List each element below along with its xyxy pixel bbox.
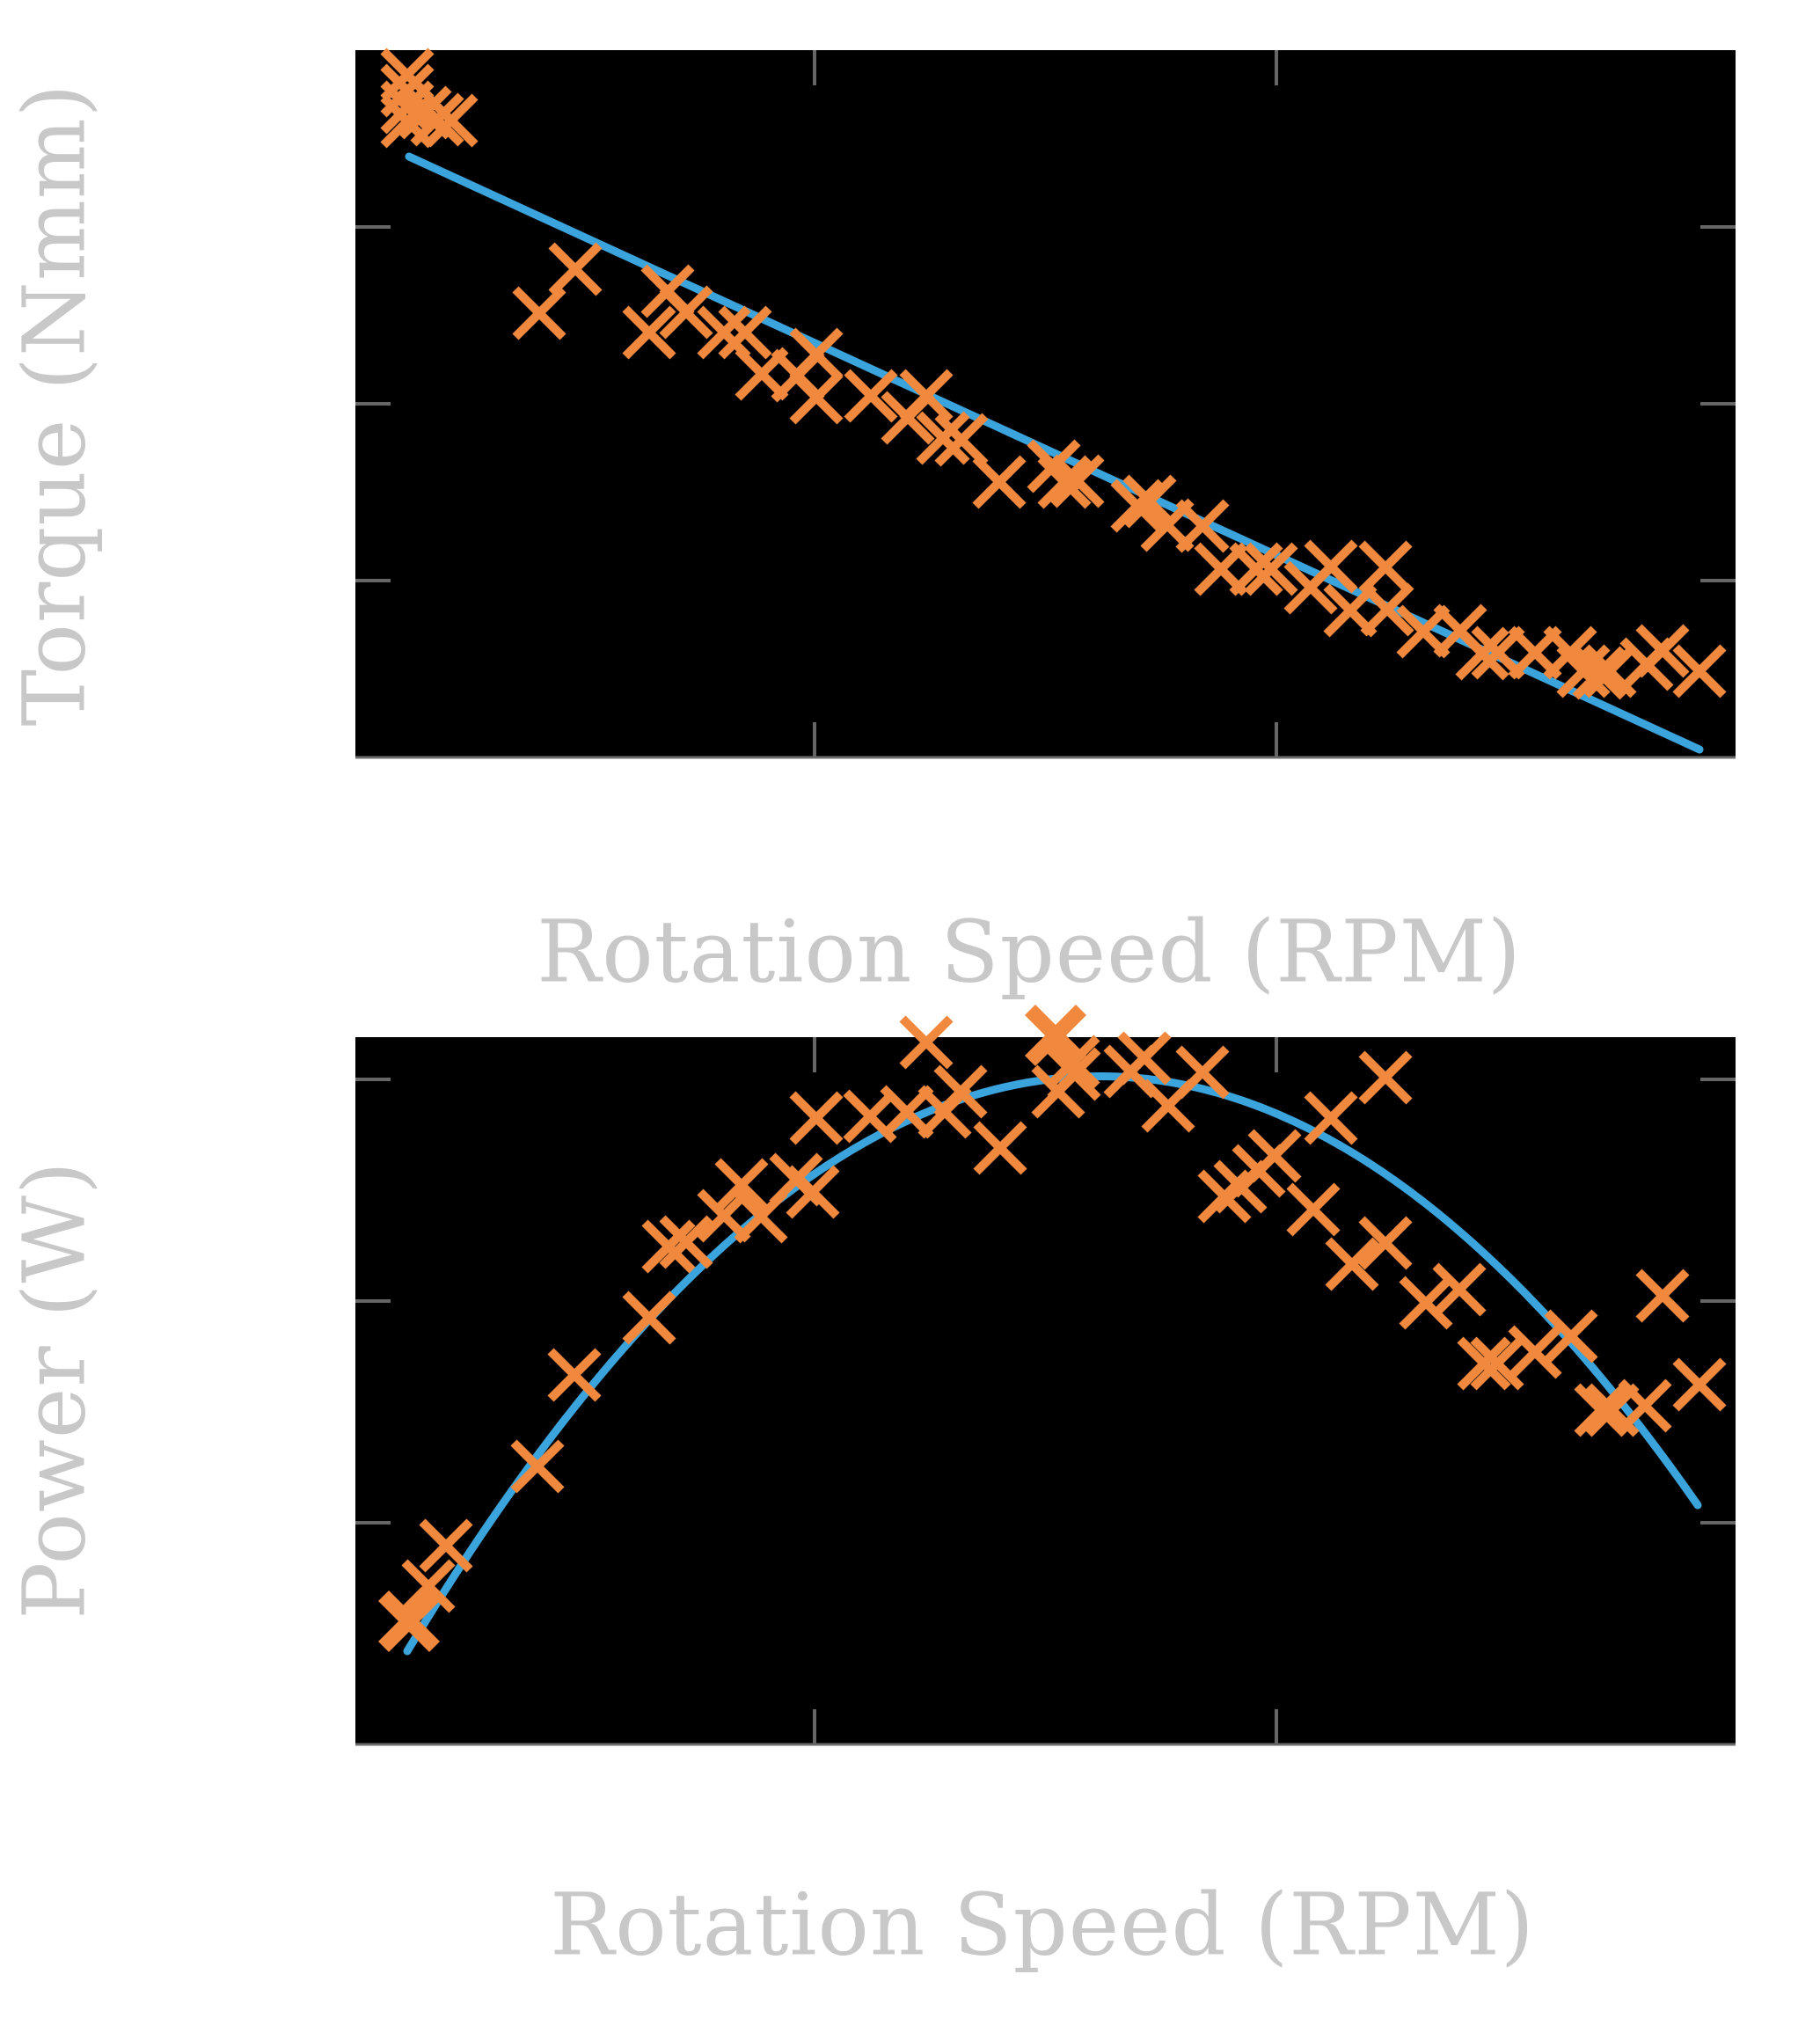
torque-vs-speed-scatter-points	[380, 48, 1727, 700]
bottom-chart-xlabel: Rotation Speed (RPM)	[550, 1875, 1535, 1975]
bottom-chart-ylabel: Power (W)	[4, 1160, 105, 1620]
top-chart-ylabel: Torque (Nmm)	[4, 83, 105, 727]
top-chart-xlabel: Rotation Speed (RPM)	[537, 902, 1522, 1002]
power-vs-speed-scatter-points-overlapped	[377, 1004, 1087, 1653]
